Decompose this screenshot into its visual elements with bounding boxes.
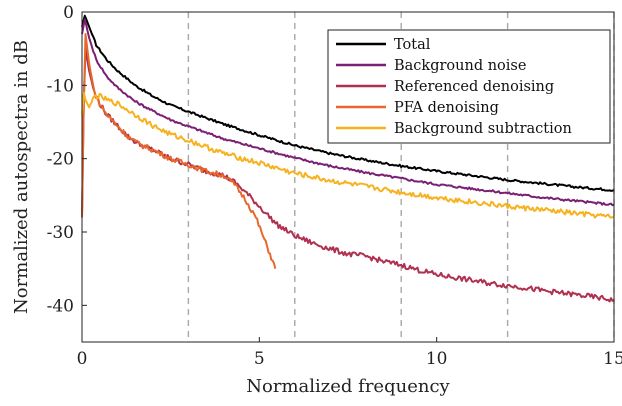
series-line-1	[81, 18, 615, 207]
y-tick-label-2: -20	[47, 150, 74, 170]
series-line-4	[81, 91, 615, 219]
x-tick-label-0: 0	[77, 349, 88, 369]
series-line-2	[81, 47, 615, 303]
x-tick-label-1: 5	[254, 349, 265, 369]
y-tick-label-1: -10	[47, 76, 74, 96]
legend-label-0: Total	[394, 37, 431, 53]
plot-area-frame	[81, 11, 615, 343]
series-lines	[81, 14, 615, 303]
x-tick-label-2: 10	[426, 349, 448, 369]
axis-ticks: 0 5 10 15 0 -10 -20 -30 -40	[47, 3, 622, 369]
x-tick-label-3: 15	[603, 349, 622, 369]
y-tick-label-3: -30	[47, 223, 74, 243]
x-axis-label: Normalized frequency	[246, 376, 450, 397]
series-line-0	[81, 14, 615, 192]
y-tick-label-0: 0	[63, 3, 74, 23]
legend-label-2: Referenced denoising	[394, 79, 554, 95]
legend: Total Background noise Referenced denoisin…	[327, 29, 611, 144]
legend-label-3: PFA denoising	[394, 100, 499, 116]
series-line-3	[81, 33, 277, 269]
legend-label-4: Background subtraction	[394, 121, 572, 137]
y-axis-label: Normalized autospectra in dB	[11, 40, 32, 314]
legend-label-1: Background noise	[394, 58, 526, 74]
y-tick-label-4: -40	[47, 296, 74, 316]
